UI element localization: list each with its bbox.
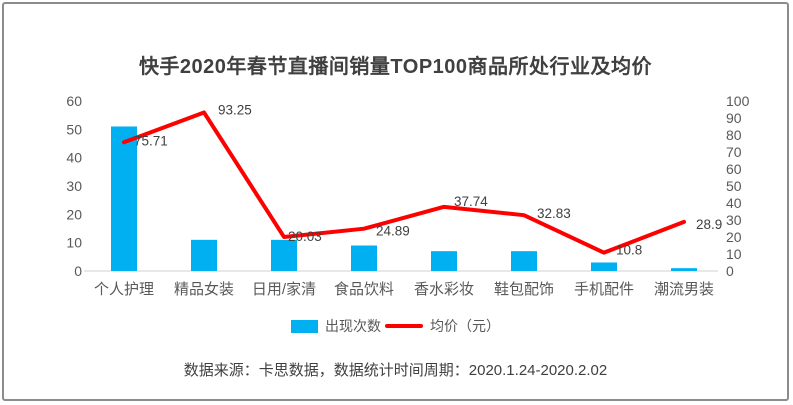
right-axis-tick: 0 (726, 263, 734, 279)
bar-鞋包配饰 (511, 251, 537, 271)
bar-香水彩妆 (431, 251, 457, 271)
right-axis-tick: 40 (726, 195, 742, 211)
left-axis-tick: 40 (66, 150, 82, 166)
legend: 出现次数 均价（元） (4, 316, 787, 336)
left-axis-tick: 50 (66, 121, 82, 137)
legend-item-line: 均价（元） (385, 316, 500, 336)
right-axis-tick: 70 (726, 144, 742, 160)
category-label: 香水彩妆 (414, 281, 474, 298)
bar-个人护理 (111, 126, 137, 271)
category-label: 鞋包配饰 (494, 281, 554, 298)
chart-title: 快手2020年春节直播间销量TOP100商品所处行业及均价 (138, 56, 653, 78)
right-axis-tick: 10 (726, 246, 742, 262)
data-label: 24.89 (376, 224, 410, 239)
bar-精品女装 (191, 239, 217, 271)
category-label: 潮流男装 (654, 281, 714, 298)
right-axis-tick: 100 (726, 93, 750, 109)
left-axis-tick: 10 (66, 235, 82, 251)
bar-series-swatch-icon (291, 319, 318, 333)
data-source-note: 数据来源：卡思数据，数据统计时间周期：2020.1.24-2020.2.02 (183, 362, 608, 379)
data-label: 37.74 (454, 194, 488, 209)
data-label: 75.71 (134, 133, 168, 148)
right-axis-tick: 90 (726, 110, 742, 126)
category-label: 日用/家清 (252, 281, 316, 298)
category-label: 手机配件 (574, 281, 634, 298)
right-axis-tick: 30 (726, 212, 742, 228)
legend-item-bars: 出现次数 (291, 316, 381, 336)
bar-手机配件 (591, 262, 617, 271)
data-label: 93.25 (218, 102, 252, 117)
left-axis-tick: 30 (66, 178, 82, 194)
chart-frame: 快手2020年春节直播间销量TOP100商品所处行业及均价 0 10 20 30 40 5… (2, 2, 789, 401)
bar-日用/家清 (271, 239, 297, 271)
average-price-line (122, 110, 686, 255)
legend-label-bars: 出现次数 (325, 318, 381, 334)
bar-潮流男装 (671, 268, 697, 271)
right-axis-tick: 60 (726, 161, 742, 177)
data-label: 10.8 (616, 243, 642, 258)
left-axis-tick: 20 (66, 206, 82, 222)
right-axis-tick: 50 (726, 178, 742, 194)
line-series-swatch-icon (385, 324, 423, 328)
bar-食品饮料 (351, 245, 377, 271)
chart-canvas: 01020304050600102030405060708090100个人护理精… (66, 93, 750, 298)
data-label: 28.9 (696, 217, 722, 232)
category-label: 食品饮料 (334, 281, 394, 298)
category-label: 个人护理 (94, 281, 154, 298)
left-axis-tick: 0 (74, 263, 82, 279)
right-axis-tick: 20 (726, 229, 742, 245)
data-label: 32.83 (537, 206, 571, 221)
data-label: 20.03 (288, 229, 322, 244)
category-label: 精品女装 (174, 280, 234, 298)
right-axis-tick: 80 (726, 127, 742, 143)
left-axis-tick: 60 (66, 93, 82, 109)
legend-label-line: 均价（元） (430, 318, 500, 334)
